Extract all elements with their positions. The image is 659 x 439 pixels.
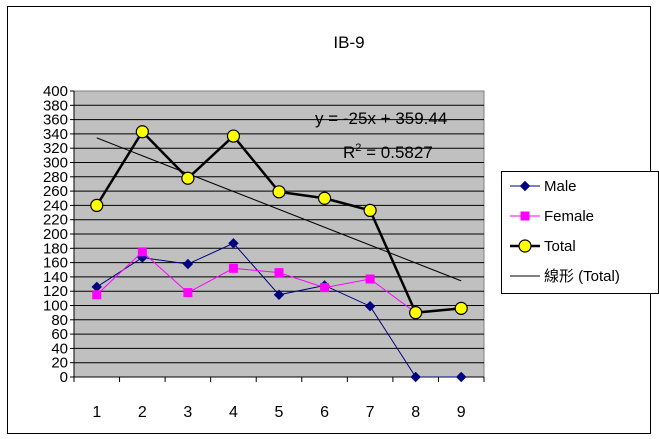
male-point [228,238,239,249]
y-tick-label: 360 [43,112,68,129]
legend-box [501,171,659,294]
y-tick-label: 40 [51,340,68,357]
total-point [454,301,468,315]
x-tick-label: 1 [92,404,101,421]
total-point [409,306,423,320]
y-tick-label: 140 [43,269,68,286]
y-tick-label: 340 [43,126,68,143]
y-tick-label: 0 [60,369,68,386]
trendline-line [96,137,462,282]
male-point [273,289,285,300]
y-tick-label: 280 [43,169,68,186]
r-squared-label: R2 = 0.5827 [343,142,433,162]
total-point [181,171,195,185]
chart-title: IB-9 [333,33,364,52]
female-point [274,268,284,278]
y-tick-label: 80 [51,312,68,329]
legend-marker-female [520,211,530,221]
y-axis-ticks: 0204060801001201401601802002202402602803… [43,83,74,386]
gridlines [74,104,484,364]
legend-marker-male [519,180,531,192]
male-point [364,301,376,312]
x-tick-label: 8 [411,404,420,421]
y-tick-label: 400 [43,83,68,100]
y-tick-label: 240 [43,197,68,214]
r-squared-prefix: R [343,143,355,162]
female-point [365,274,375,284]
y-tick-label: 160 [43,255,68,272]
y-tick-label: 320 [43,140,68,157]
x-tick-label: 4 [229,404,238,421]
x-tick-label: 9 [457,404,466,421]
y-tick-label: 200 [43,226,68,243]
female-point [137,247,147,257]
female-point [183,288,193,298]
female-point [92,290,102,300]
x-tick-label: 5 [275,404,284,421]
legend-label-female: Female [544,208,594,225]
total-point [317,191,332,205]
total-point [363,203,377,218]
male-point [182,258,194,270]
trend-equation: y = -25x + 359.44 [315,109,447,128]
legend-items: Male Female Total 線形 (Total) [510,178,620,285]
legend-marker-total [518,239,532,253]
y-tick-label: 300 [43,155,68,172]
male-point [410,371,421,383]
r-squared-sup: 2 [355,142,361,154]
legend-label-male: Male [544,178,577,195]
y-tick-label: 100 [43,298,68,315]
series-female [92,247,421,318]
total-point [226,129,241,143]
x-tick-label: 6 [320,404,329,421]
r-squared-value: = 0.5827 [361,143,432,162]
series-total [90,125,468,320]
x-tick-label: 2 [138,404,147,421]
female-point [228,263,238,273]
series-layer [90,125,468,383]
x-axis-ticks: 1 2 3 4 5 6 7 8 9 [73,377,485,421]
total-point [90,198,104,212]
y-tick-label: 380 [43,97,68,114]
female-point [320,283,330,293]
total-point [135,125,149,139]
series-trendline-total [96,137,462,282]
y-tick-label: 60 [51,326,68,343]
x-tick-label: 3 [183,404,192,421]
x-tick-label: 7 [366,404,375,421]
y-tick-label: 260 [43,183,68,200]
y-tick-label: 220 [43,212,68,229]
male-point [456,371,467,383]
y-tick-label: 20 [51,355,68,372]
y-tick-label: 180 [43,240,68,257]
legend-label-total: Total [544,238,576,255]
y-tick-label: 120 [43,283,68,300]
legend: Male Female Total 線形 (Total) [501,171,659,294]
total-point [272,185,286,199]
female-line [96,251,416,314]
legend-label-total: 線形 (Total) [544,268,620,285]
